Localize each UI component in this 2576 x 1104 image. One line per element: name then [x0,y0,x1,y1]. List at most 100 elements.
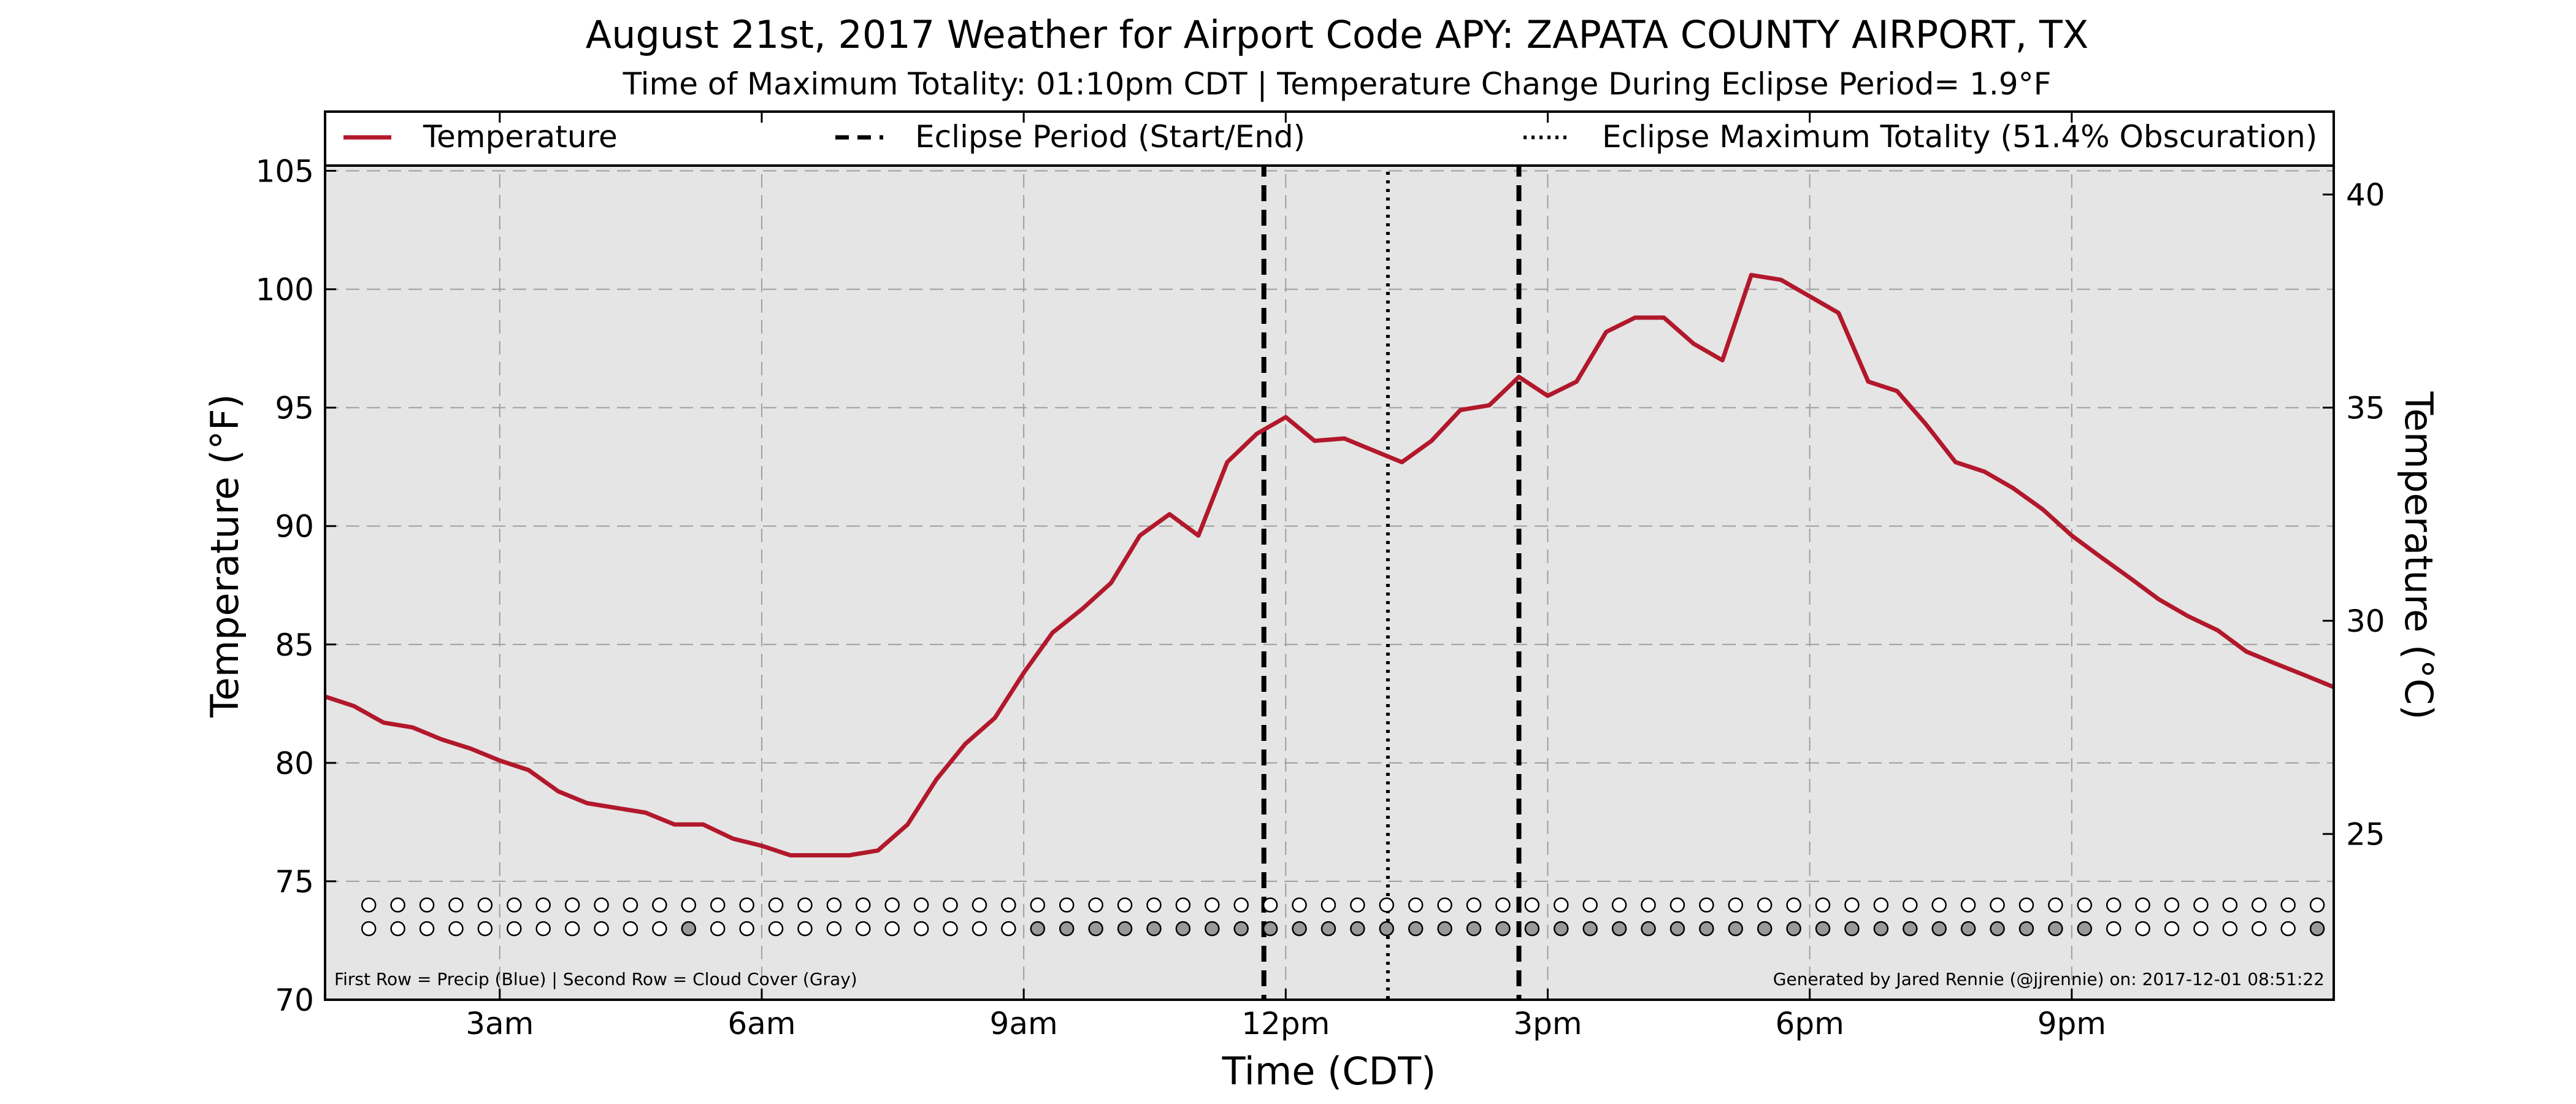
y-axis-right: 25 30 35 40 [2323,177,2385,853]
precip-dot-12 [710,897,726,913]
precip-dot-49 [1786,897,1801,913]
precip-dot-56 [1990,897,2005,913]
precip-dot-7 [564,897,580,913]
cloud-dot-11 [681,921,697,937]
precip-dot-39 [1495,897,1511,913]
precip-dot-37 [1437,897,1452,913]
cloud-dot-20 [943,921,958,937]
y-tick-label-left-95: 95 [275,391,314,426]
cloud-dot-14 [768,921,784,937]
precip-dot-2 [419,897,435,913]
y-tick-label-left-80: 80 [275,746,314,781]
cloud-dot-47 [1728,921,1744,937]
cloud-dot-46 [1699,921,1714,937]
cloud-dot-38 [1466,921,1482,937]
precip-dot-26 [1117,897,1133,913]
cloud-dot-54 [1931,921,1947,937]
cloud-dot-60 [2106,921,2122,937]
cloud-dot-15 [797,921,813,937]
cloud-dot-1 [390,921,405,937]
precip-dot-66 [2280,897,2296,913]
precip-dot-24 [1059,897,1075,913]
x-tick-label-3am: 3am [466,1006,534,1041]
precip-dot-41 [1554,897,1569,913]
precip-dot-64 [2222,897,2238,913]
y-tick-label-left-105: 105 [256,154,314,190]
precip-dot-25 [1088,897,1103,913]
footnote-left: First Row = Precip (Blue) | Second Row =… [334,969,857,989]
x-axis-label: Time (CDT) [1222,1049,1436,1094]
precip-dot-67 [2309,897,2325,913]
precip-dot-20 [943,897,958,913]
cloud-dot-61 [2135,921,2150,937]
cloud-dot-48 [1757,921,1773,937]
precip-dot-50 [1815,897,1831,913]
cloud-dot-41 [1554,921,1569,937]
y-tick-label-right-40: 40 [2346,177,2385,213]
cloud-dot-67 [2309,921,2325,937]
y-tick-label-right-35: 35 [2346,391,2385,426]
precip-dot-65 [2252,897,2267,913]
precip-dot-28 [1175,897,1191,913]
cloud-dot-40 [1524,921,1540,937]
cloud-dot-29 [1205,921,1220,937]
precip-dot-6 [535,897,551,913]
x-tick-label-12pm: 12pm [1241,1006,1330,1041]
cloud-dot-12 [710,921,726,937]
cloud-dot-62 [2164,921,2180,937]
precip-dot-35 [1379,897,1395,913]
cloud-dot-37 [1437,921,1452,937]
precip-dot-61 [2135,897,2150,913]
precip-dot-52 [1873,897,1889,913]
cloud-dot-33 [1321,921,1336,937]
cloud-dot-25 [1088,921,1103,937]
precip-dot-44 [1641,897,1656,913]
cloud-dot-42 [1582,921,1598,937]
y-tick-label-left-90: 90 [275,509,314,545]
cloud-dot-21 [972,921,987,937]
precip-dot-38 [1466,897,1482,913]
cloud-dot-65 [2252,921,2267,937]
legend-eclipse-max-label: Eclipse Maximum Totality (51.4% Obscurat… [1602,119,2317,155]
cloud-dot-53 [1903,921,1918,937]
precip-dot-30 [1233,897,1249,913]
cloud-dot-17 [856,921,871,937]
cloud-dot-13 [739,921,754,937]
precip-dot-54 [1931,897,1947,913]
cloud-dot-55 [1960,921,1976,937]
x-tick-label-9am: 9am [990,1006,1058,1041]
cloud-dot-50 [1815,921,1831,937]
precip-dot-36 [1408,897,1424,913]
precip-dot-59 [2077,897,2093,913]
cloud-dot-56 [1990,921,2005,937]
cloud-dot-23 [1030,921,1046,937]
precip-dot-23 [1030,897,1046,913]
precip-dot-13 [739,897,754,913]
cloud-dot-26 [1117,921,1133,937]
cloud-dot-39 [1495,921,1511,937]
precip-dot-63 [2193,897,2209,913]
precip-dot-5 [507,897,522,913]
precip-dot-58 [2048,897,2063,913]
precip-dot-60 [2106,897,2122,913]
precip-dot-31 [1262,897,1278,913]
x-axis: 3am 6am 9am 12pm 3pm 6pm 9pm [466,112,2106,1041]
legend-box [324,110,2335,167]
precip-dot-43 [1611,897,1627,913]
precip-dot-22 [1001,897,1016,913]
cloud-dot-3 [448,921,464,937]
precip-dot-53 [1903,897,1918,913]
x-tick-label-6pm: 6pm [1776,1006,1844,1041]
cloud-dot-35 [1379,921,1395,937]
precip-dot-40 [1524,897,1540,913]
precip-dot-34 [1350,897,1365,913]
cloud-dot-43 [1611,921,1627,937]
cloud-dot-57 [2018,921,2034,937]
cloud-dot-45 [1669,921,1685,937]
cloud-dot-58 [2048,921,2063,937]
legend-temperature-label: Temperature [423,119,618,155]
y-tick-label-left-85: 85 [275,627,314,663]
y-tick-label-right-25: 25 [2346,817,2385,853]
precip-dot-19 [913,897,929,913]
precip-dot-32 [1292,897,1307,913]
